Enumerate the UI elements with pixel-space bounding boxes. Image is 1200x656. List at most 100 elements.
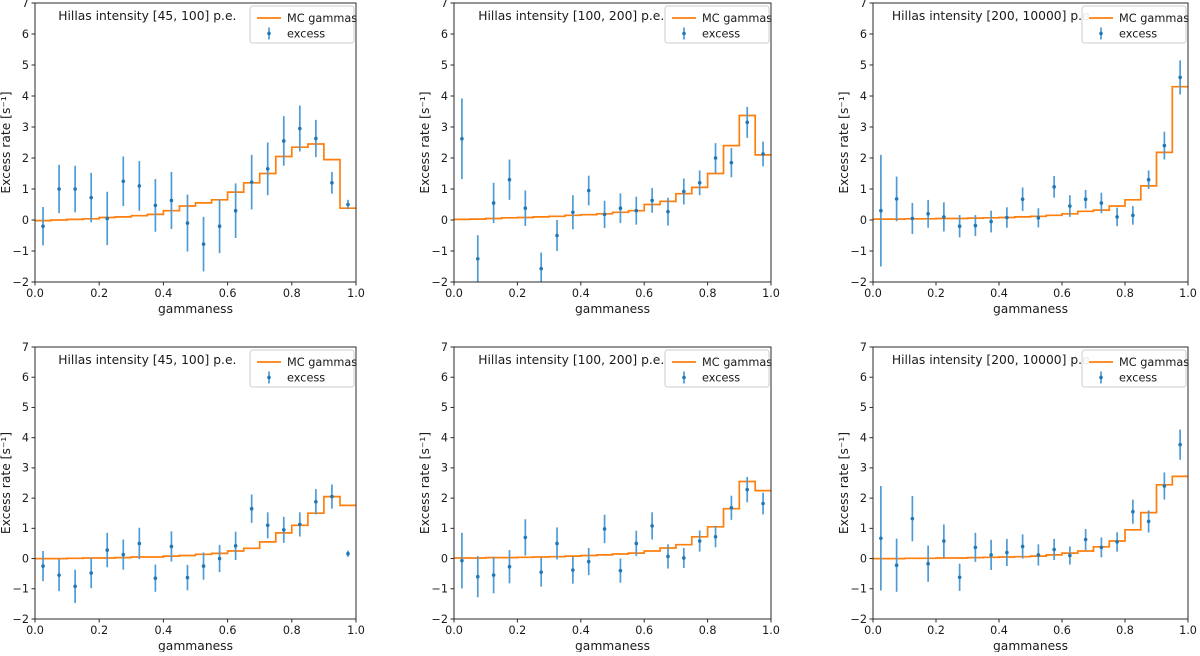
legend-excess-label: excess — [702, 372, 740, 385]
excess-marker — [555, 233, 559, 238]
legend-excess-marker-sample — [267, 31, 271, 36]
excess-point — [957, 215, 962, 238]
x-tick-label: 1.0 — [347, 624, 365, 637]
excess-point — [729, 148, 734, 178]
excess-marker — [697, 539, 702, 543]
y-tick-label: 2 — [441, 152, 448, 165]
excess-marker — [926, 212, 930, 216]
y-tick-label: 1 — [860, 522, 867, 535]
excess-marker — [1178, 442, 1182, 447]
legend-box — [1081, 5, 1187, 44]
excess-marker — [1036, 216, 1041, 220]
excess-marker — [475, 256, 480, 261]
excess-marker — [571, 210, 575, 215]
excess-marker — [137, 541, 142, 546]
y-axis: −2 −1 0 1 2 3 4 5 6 7 — [851, 0, 873, 289]
excess-point — [1162, 131, 1167, 160]
excess-point — [73, 569, 77, 603]
excess-marker — [298, 522, 302, 527]
excess-point — [989, 539, 993, 571]
excess-marker — [539, 266, 543, 271]
excess-point — [942, 524, 946, 558]
x-tick-label: 0.8 — [699, 624, 717, 637]
excess-marker — [894, 563, 899, 568]
excess-point — [57, 164, 61, 214]
axes-spines — [453, 346, 772, 620]
x-tick-label: 0.4 — [990, 287, 1008, 300]
excess-point — [249, 154, 254, 210]
y-tick-label: 1 — [860, 183, 867, 196]
mc-gammas-step-line — [873, 85, 1188, 220]
excess-point — [989, 210, 993, 233]
excess-marker — [57, 573, 61, 577]
x-tick-label: 0.2 — [509, 287, 527, 300]
x-tick-label: 0.6 — [635, 624, 653, 637]
excess-point — [879, 486, 883, 591]
y-tick-label: 4 — [860, 90, 867, 103]
excess-marker — [1052, 185, 1056, 189]
y-tick-label: 5 — [22, 401, 29, 414]
subplot-canvas-r0c0: 0.0 0.2 0.4 0.6 0.8 1.0 gammaness −2 −1 0 1 2 3 4 5 6 7 E… — [0, 0, 365, 316]
excess-point — [697, 530, 702, 552]
excess-point — [1036, 208, 1041, 228]
excess-marker — [1020, 197, 1025, 202]
excess-marker — [41, 564, 45, 568]
excess-marker — [586, 559, 591, 564]
excess-marker — [682, 189, 686, 194]
excess-marker — [1036, 553, 1041, 557]
excess-marker — [879, 536, 883, 541]
excess-point — [910, 202, 915, 234]
excess-point — [1115, 207, 1119, 227]
y-axis-label: Excess rate [s⁻¹] — [418, 91, 432, 193]
excess-point — [1146, 510, 1151, 533]
y-axis: −2 −1 0 1 2 3 4 5 6 7 — [851, 341, 873, 626]
excess-point — [57, 559, 61, 592]
excess-point — [298, 512, 302, 537]
mc-gammas-step-line — [35, 143, 356, 222]
excess-point — [539, 557, 543, 587]
excess-marker — [73, 187, 77, 191]
x-axis: 0.0 0.2 0.4 0.6 0.8 1.0 — [445, 282, 780, 300]
y-tick-label: 7 — [22, 341, 29, 354]
excess-marker — [185, 575, 190, 580]
excess-point — [555, 220, 559, 251]
excess-marker — [201, 242, 206, 246]
y-tick-label: 7 — [441, 341, 448, 354]
y-tick-label: 4 — [441, 431, 448, 444]
x-tick-label: 0.6 — [635, 287, 653, 300]
plot-title: Hillas intensity [200, 10000] p.e. — [892, 9, 1094, 23]
y-tick-label: 6 — [860, 28, 867, 41]
plot-title: Hillas intensity [100, 200] p.e. — [478, 353, 664, 367]
excess-point — [879, 154, 883, 267]
excess-point — [894, 176, 899, 222]
excess-point — [1099, 192, 1104, 214]
excess-point — [1005, 207, 1009, 228]
excess-errorbar-series — [460, 98, 765, 282]
excess-marker — [507, 564, 512, 569]
excess-marker — [346, 551, 350, 556]
excess-point — [555, 527, 559, 560]
legend-excess-label: excess — [287, 28, 325, 41]
excess-marker — [682, 556, 686, 560]
y-tick-label: −2 — [851, 276, 868, 289]
excess-marker — [201, 564, 206, 568]
excess-point — [1036, 544, 1041, 566]
x-axis-label: gammaness — [158, 639, 233, 652]
excess-point — [618, 558, 623, 583]
excess-point — [666, 544, 670, 569]
y-tick-label: −1 — [851, 245, 868, 258]
y-tick-label: 4 — [22, 431, 29, 444]
excess-marker — [1115, 215, 1119, 219]
y-axis-label: Excess rate [s⁻¹] — [418, 432, 432, 534]
excess-point — [265, 512, 270, 539]
x-axis-label: gammaness — [158, 302, 233, 316]
excess-point — [926, 199, 930, 228]
y-tick-label: 1 — [22, 522, 29, 535]
y-tick-label: −2 — [13, 276, 30, 289]
x-axis-label: gammaness — [993, 302, 1068, 316]
legend-mc-gammas-label: MC gammas — [702, 12, 772, 25]
excess-marker — [330, 494, 334, 499]
excess-point — [697, 170, 702, 196]
excess-point — [745, 106, 750, 138]
excess-point — [910, 495, 915, 542]
